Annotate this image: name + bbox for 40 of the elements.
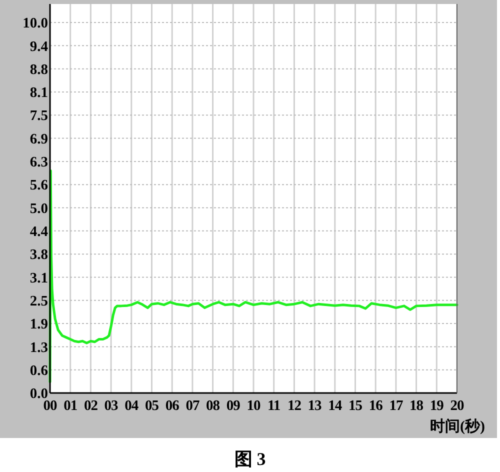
y-tick-label: 10.0 [22, 16, 48, 32]
x-tick-label: 20 [450, 398, 464, 414]
x-axis-title: 时间(秒) [430, 418, 485, 435]
y-tick-label: 5.6 [30, 178, 48, 194]
y-tick-label: 9.4 [30, 38, 48, 55]
x-tick-label: 03 [104, 398, 118, 414]
x-tick-label: 08 [206, 398, 220, 414]
x-tick-label: 04 [124, 398, 138, 414]
y-tick-label: 4.4 [30, 224, 48, 240]
x-tick-label: 02 [84, 398, 98, 414]
y-tick-label: 3.1 [30, 270, 48, 286]
x-tick-label: 01 [64, 398, 78, 414]
x-tick-label: 18 [410, 398, 424, 414]
x-tick-label: 14 [328, 398, 342, 414]
x-tick-label: 12 [287, 398, 302, 414]
y-tick-label: 0.6 [30, 362, 48, 379]
y-tick-label: 6.9 [30, 131, 48, 148]
x-tick-label: 11 [268, 398, 280, 414]
text: 图 3 [234, 449, 266, 469]
line-series [48, 169, 458, 384]
x-tick-label: 06 [165, 398, 180, 414]
y-tick-label: 5.0 [30, 200, 48, 217]
x-tick-label: 16 [368, 398, 383, 414]
x-tick-label: 10 [246, 398, 260, 414]
y-tick-label: 1.3 [30, 340, 48, 356]
x-tick-label: 09 [226, 398, 240, 414]
x-tick-label: 19 [430, 398, 444, 414]
x-tick-label: 07 [186, 398, 200, 414]
x-tick-label: 05 [145, 398, 159, 414]
y-tick-label: 2.5 [30, 293, 48, 310]
x-tick-label: 13 [308, 398, 322, 414]
x-tick-label: 00 [43, 398, 57, 414]
y-tick-label: 7.5 [30, 108, 48, 124]
y-tick-label: 1.9 [30, 316, 48, 333]
x-tick-label: 17 [389, 398, 403, 414]
y-tick-label: 6.3 [30, 154, 48, 171]
y-tick-label: 8.1 [30, 85, 48, 102]
x-tick-label: 15 [348, 398, 362, 414]
y-tick-label: 8.8 [30, 62, 48, 78]
y-tick-label: 3.8 [30, 247, 48, 264]
